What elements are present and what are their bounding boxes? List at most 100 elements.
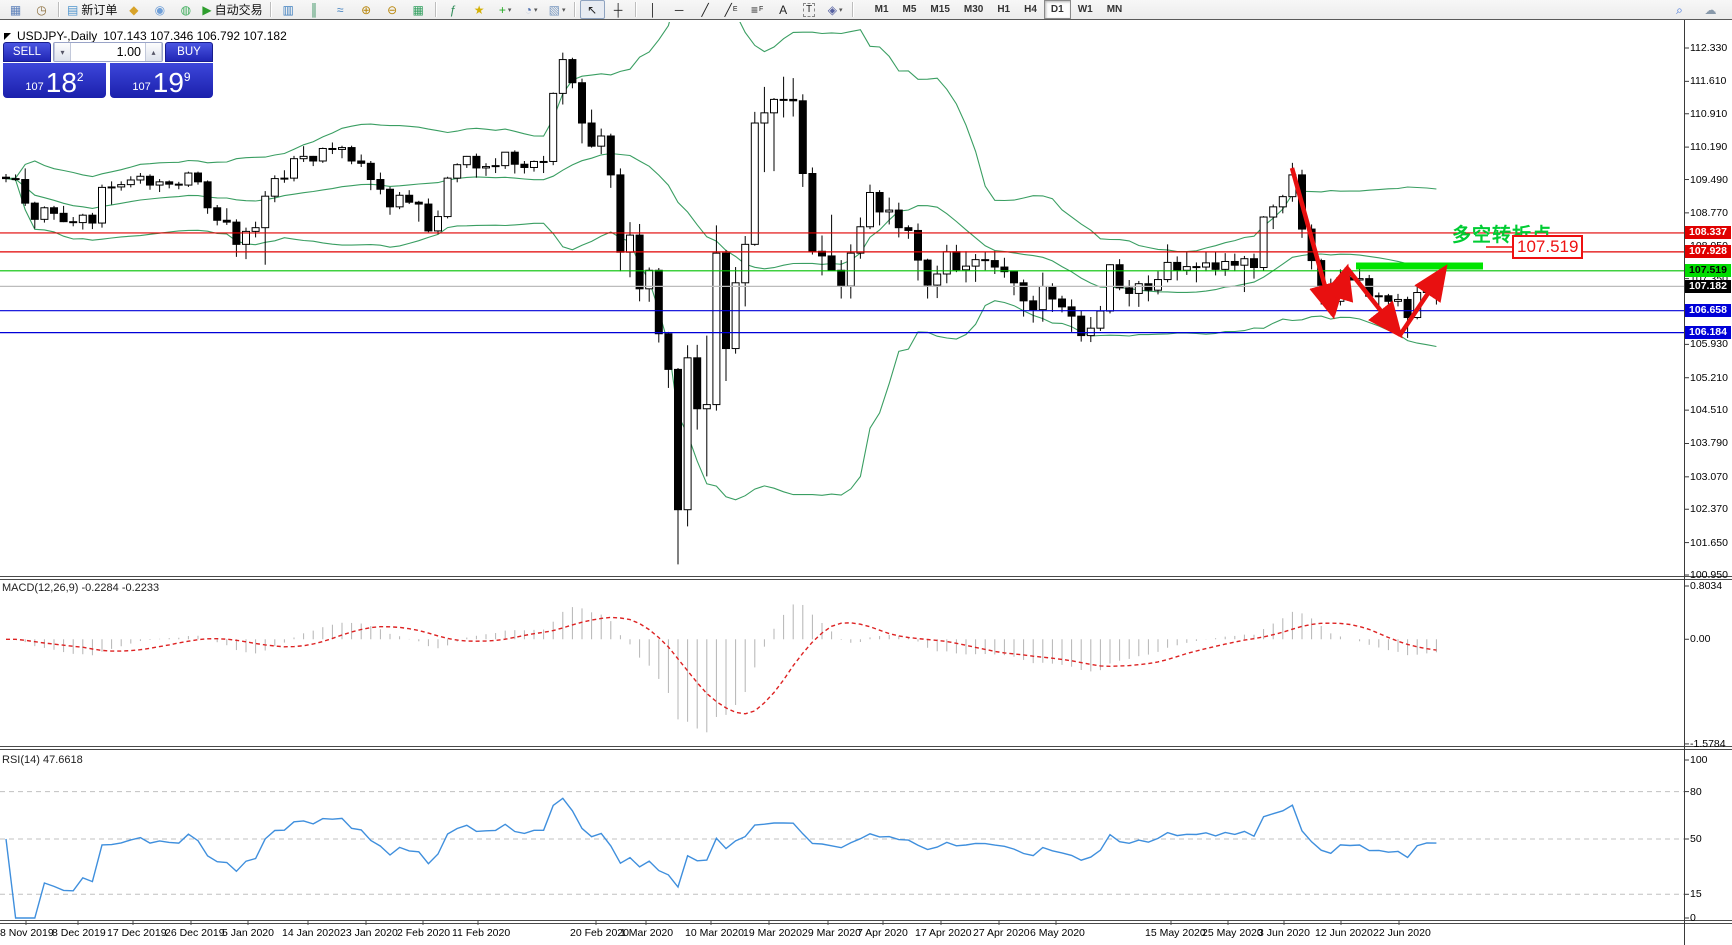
timeframe-mn[interactable]: MN xyxy=(1106,4,1123,15)
date-label: 19 Mar 2020 xyxy=(743,927,802,939)
profiles-icon: ◷ xyxy=(36,2,47,17)
candlestick-chart-icon[interactable]: ║ xyxy=(302,0,327,19)
search-icon[interactable]: ⌕ xyxy=(1667,0,1692,19)
indicators-icon[interactable]: ƒ xyxy=(441,0,466,19)
horizontal-line-icon[interactable]: ─ xyxy=(667,0,692,19)
timeframe-m30[interactable]: M30 xyxy=(963,4,984,15)
macd-tick: 0.8034 xyxy=(1690,580,1723,592)
cursor-icon[interactable]: ↖ xyxy=(579,0,605,19)
timeframe-m5[interactable]: M5 xyxy=(902,4,917,15)
price-badge: 107.519 xyxy=(1685,264,1731,278)
date-label: 10 Mar 2020 xyxy=(685,927,744,939)
vertical-line-icon: │ xyxy=(649,2,657,17)
line-chart-icon[interactable]: ≈ xyxy=(328,0,353,19)
trend-arrows[interactable] xyxy=(1289,167,1448,339)
chevron-down-icon: ▾ xyxy=(507,6,512,14)
trendline-icon[interactable]: ╱ xyxy=(693,0,718,19)
crosshair-icon[interactable]: ┼ xyxy=(606,0,631,19)
arrows-dropdown[interactable]: ◈ ▾ xyxy=(823,0,848,19)
new-order-button: ▤ xyxy=(67,2,79,17)
bar-chart-icon[interactable]: ▥ xyxy=(276,0,301,19)
buy-price-display[interactable]: 107 19 9 xyxy=(110,63,213,98)
macd-label: MACD(12,26,9) -0.2284 -0.2233 xyxy=(2,582,160,594)
cursor-icon: ↖ xyxy=(587,2,598,17)
timeframe-w1[interactable]: W1 xyxy=(1077,4,1093,15)
chart-stage[interactable]: USDJPY-,Daily 107.143 107.346 106.792 10… xyxy=(0,20,1732,945)
date-label: 11 Feb 2020 xyxy=(452,927,511,939)
add-indicator-dropdown[interactable]: + ▾ xyxy=(493,0,518,19)
timeframe-h1[interactable]: H1 xyxy=(997,4,1011,15)
tick-chart-icon[interactable]: ◆ xyxy=(121,0,146,19)
autotrading-button[interactable]: ▶ 自动交易 xyxy=(199,0,265,19)
price-tick: 105.210 xyxy=(1690,371,1728,384)
price-tick: 112.330 xyxy=(1690,42,1728,54)
indicators-icon: ƒ xyxy=(449,2,457,17)
chevron-down-icon: ▾ xyxy=(533,6,538,14)
new-order-button[interactable]: ▤ 新订单 xyxy=(64,0,120,19)
line-chart-icon: ≈ xyxy=(336,2,344,17)
timeframe-m1[interactable]: M1 xyxy=(874,4,889,15)
date-label: 23 Jan 2020 xyxy=(340,927,398,939)
text-label-icon[interactable]: T xyxy=(797,0,822,19)
timeframe-m15[interactable]: M15 xyxy=(930,4,950,15)
rsi-tick: 80 xyxy=(1690,785,1702,798)
date-label: 1 Mar 2020 xyxy=(620,927,674,939)
new-chart-icon: ▦ xyxy=(9,2,22,17)
vertical-line-icon[interactable]: │ xyxy=(641,0,666,19)
time-axis[interactable]: 8 Nov 2019 8 Dec 2019 17 Dec 2019 26 Dec 20… xyxy=(0,924,1684,944)
signals-icon: ◍ xyxy=(180,2,192,17)
price-tick: 102.370 xyxy=(1690,503,1728,516)
favorites-icon[interactable]: ★ xyxy=(467,0,492,19)
chart-title: USDJPY-,Daily 107.143 107.346 106.792 10… xyxy=(4,29,287,43)
templates-dropdown[interactable]: ▧ ▾ xyxy=(545,0,570,19)
periods-dropdown[interactable]: ◔ ▾ xyxy=(519,0,544,19)
volume-increase-button[interactable]: ▴ xyxy=(145,43,162,61)
rsi-tick: 50 xyxy=(1690,833,1702,845)
chart-canvas[interactable] xyxy=(0,20,1732,945)
timeframe-h4[interactable]: H4 xyxy=(1024,4,1037,15)
price-tick: 101.650 xyxy=(1690,536,1728,549)
toolbar-separator xyxy=(851,2,854,17)
buy-button[interactable]: BUY xyxy=(165,42,213,62)
price-badge: 107.928 xyxy=(1685,245,1731,259)
horizontal-line-icon: ─ xyxy=(674,2,684,17)
templates-dropdown: ▧ xyxy=(548,2,561,17)
price-tick: 111.610 xyxy=(1690,75,1727,88)
toolbar-separator xyxy=(634,2,637,17)
fibonacci-icon[interactable]: ≡ F xyxy=(750,2,764,17)
autotrading-button: ▶ xyxy=(202,2,212,17)
sell-button[interactable]: SELL xyxy=(3,42,51,62)
chevron-down-icon: ▾ xyxy=(562,6,566,14)
date-label: 3 Jun 2020 xyxy=(1258,927,1310,939)
volume-input[interactable] xyxy=(71,43,145,61)
price-tick: 110.190 xyxy=(1690,141,1728,154)
zoom-in-icon[interactable]: ⊕ xyxy=(354,0,379,19)
volume-control: ▾ ▴ xyxy=(53,42,163,62)
equidistant-channel-icon[interactable]: ╱ E xyxy=(724,2,738,17)
signals-icon[interactable]: ◍ xyxy=(173,0,198,19)
sell-price-display[interactable]: 107 18 2 xyxy=(3,63,106,98)
profiles-icon[interactable]: ◷ xyxy=(29,0,54,19)
zoom-out-icon[interactable]: ⊖ xyxy=(380,0,405,19)
rsi-label: RSI(14) 47.6618 xyxy=(2,754,83,766)
bar-chart-icon: ▥ xyxy=(282,2,294,17)
price-tick: 105.930 xyxy=(1690,338,1728,351)
new-chart-icon[interactable]: ▦ xyxy=(3,0,28,19)
news-icon[interactable]: ◉ xyxy=(147,0,172,19)
chevron-down-icon: ▾ xyxy=(838,6,843,14)
search-icon: ⌕ xyxy=(1676,2,1683,17)
date-label: 29 Mar 2020 xyxy=(802,927,861,939)
new-order-button-label: 新订单 xyxy=(81,3,118,17)
autotrading-button-label: 自动交易 xyxy=(214,3,263,17)
price-axis[interactable]: 112.330 111.610 110.910 110.190 109.490 108.7… xyxy=(1684,20,1732,945)
volume-decrease-button[interactable]: ▾ xyxy=(54,43,71,61)
chat-icon[interactable]: ☁ xyxy=(1698,0,1723,19)
toolbar-separator xyxy=(58,2,60,17)
symbol-marker-icon xyxy=(4,32,11,40)
support-zone-bar[interactable] xyxy=(1356,262,1483,270)
tile-windows-icon[interactable]: ▦ xyxy=(406,0,431,19)
text-icon[interactable]: A xyxy=(771,0,796,19)
timeframe-group: M1 M5 M15 M30 H1 H4 D1 W1 MN xyxy=(868,0,1130,19)
timeframe-d1[interactable]: D1 xyxy=(1043,0,1071,19)
